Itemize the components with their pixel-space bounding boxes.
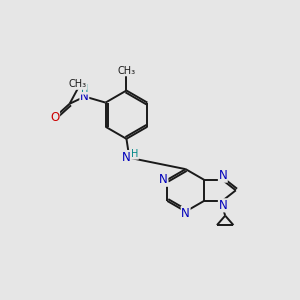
Text: O: O bbox=[50, 111, 59, 124]
Text: H: H bbox=[81, 84, 88, 94]
Text: H: H bbox=[131, 149, 138, 159]
Text: CH₃: CH₃ bbox=[117, 66, 136, 76]
Text: N: N bbox=[181, 206, 190, 220]
Text: CH₃: CH₃ bbox=[69, 79, 87, 89]
Text: N: N bbox=[122, 151, 131, 164]
Text: N: N bbox=[218, 169, 227, 182]
Text: N: N bbox=[159, 173, 168, 186]
Text: N: N bbox=[80, 90, 89, 103]
Text: N: N bbox=[218, 199, 227, 212]
